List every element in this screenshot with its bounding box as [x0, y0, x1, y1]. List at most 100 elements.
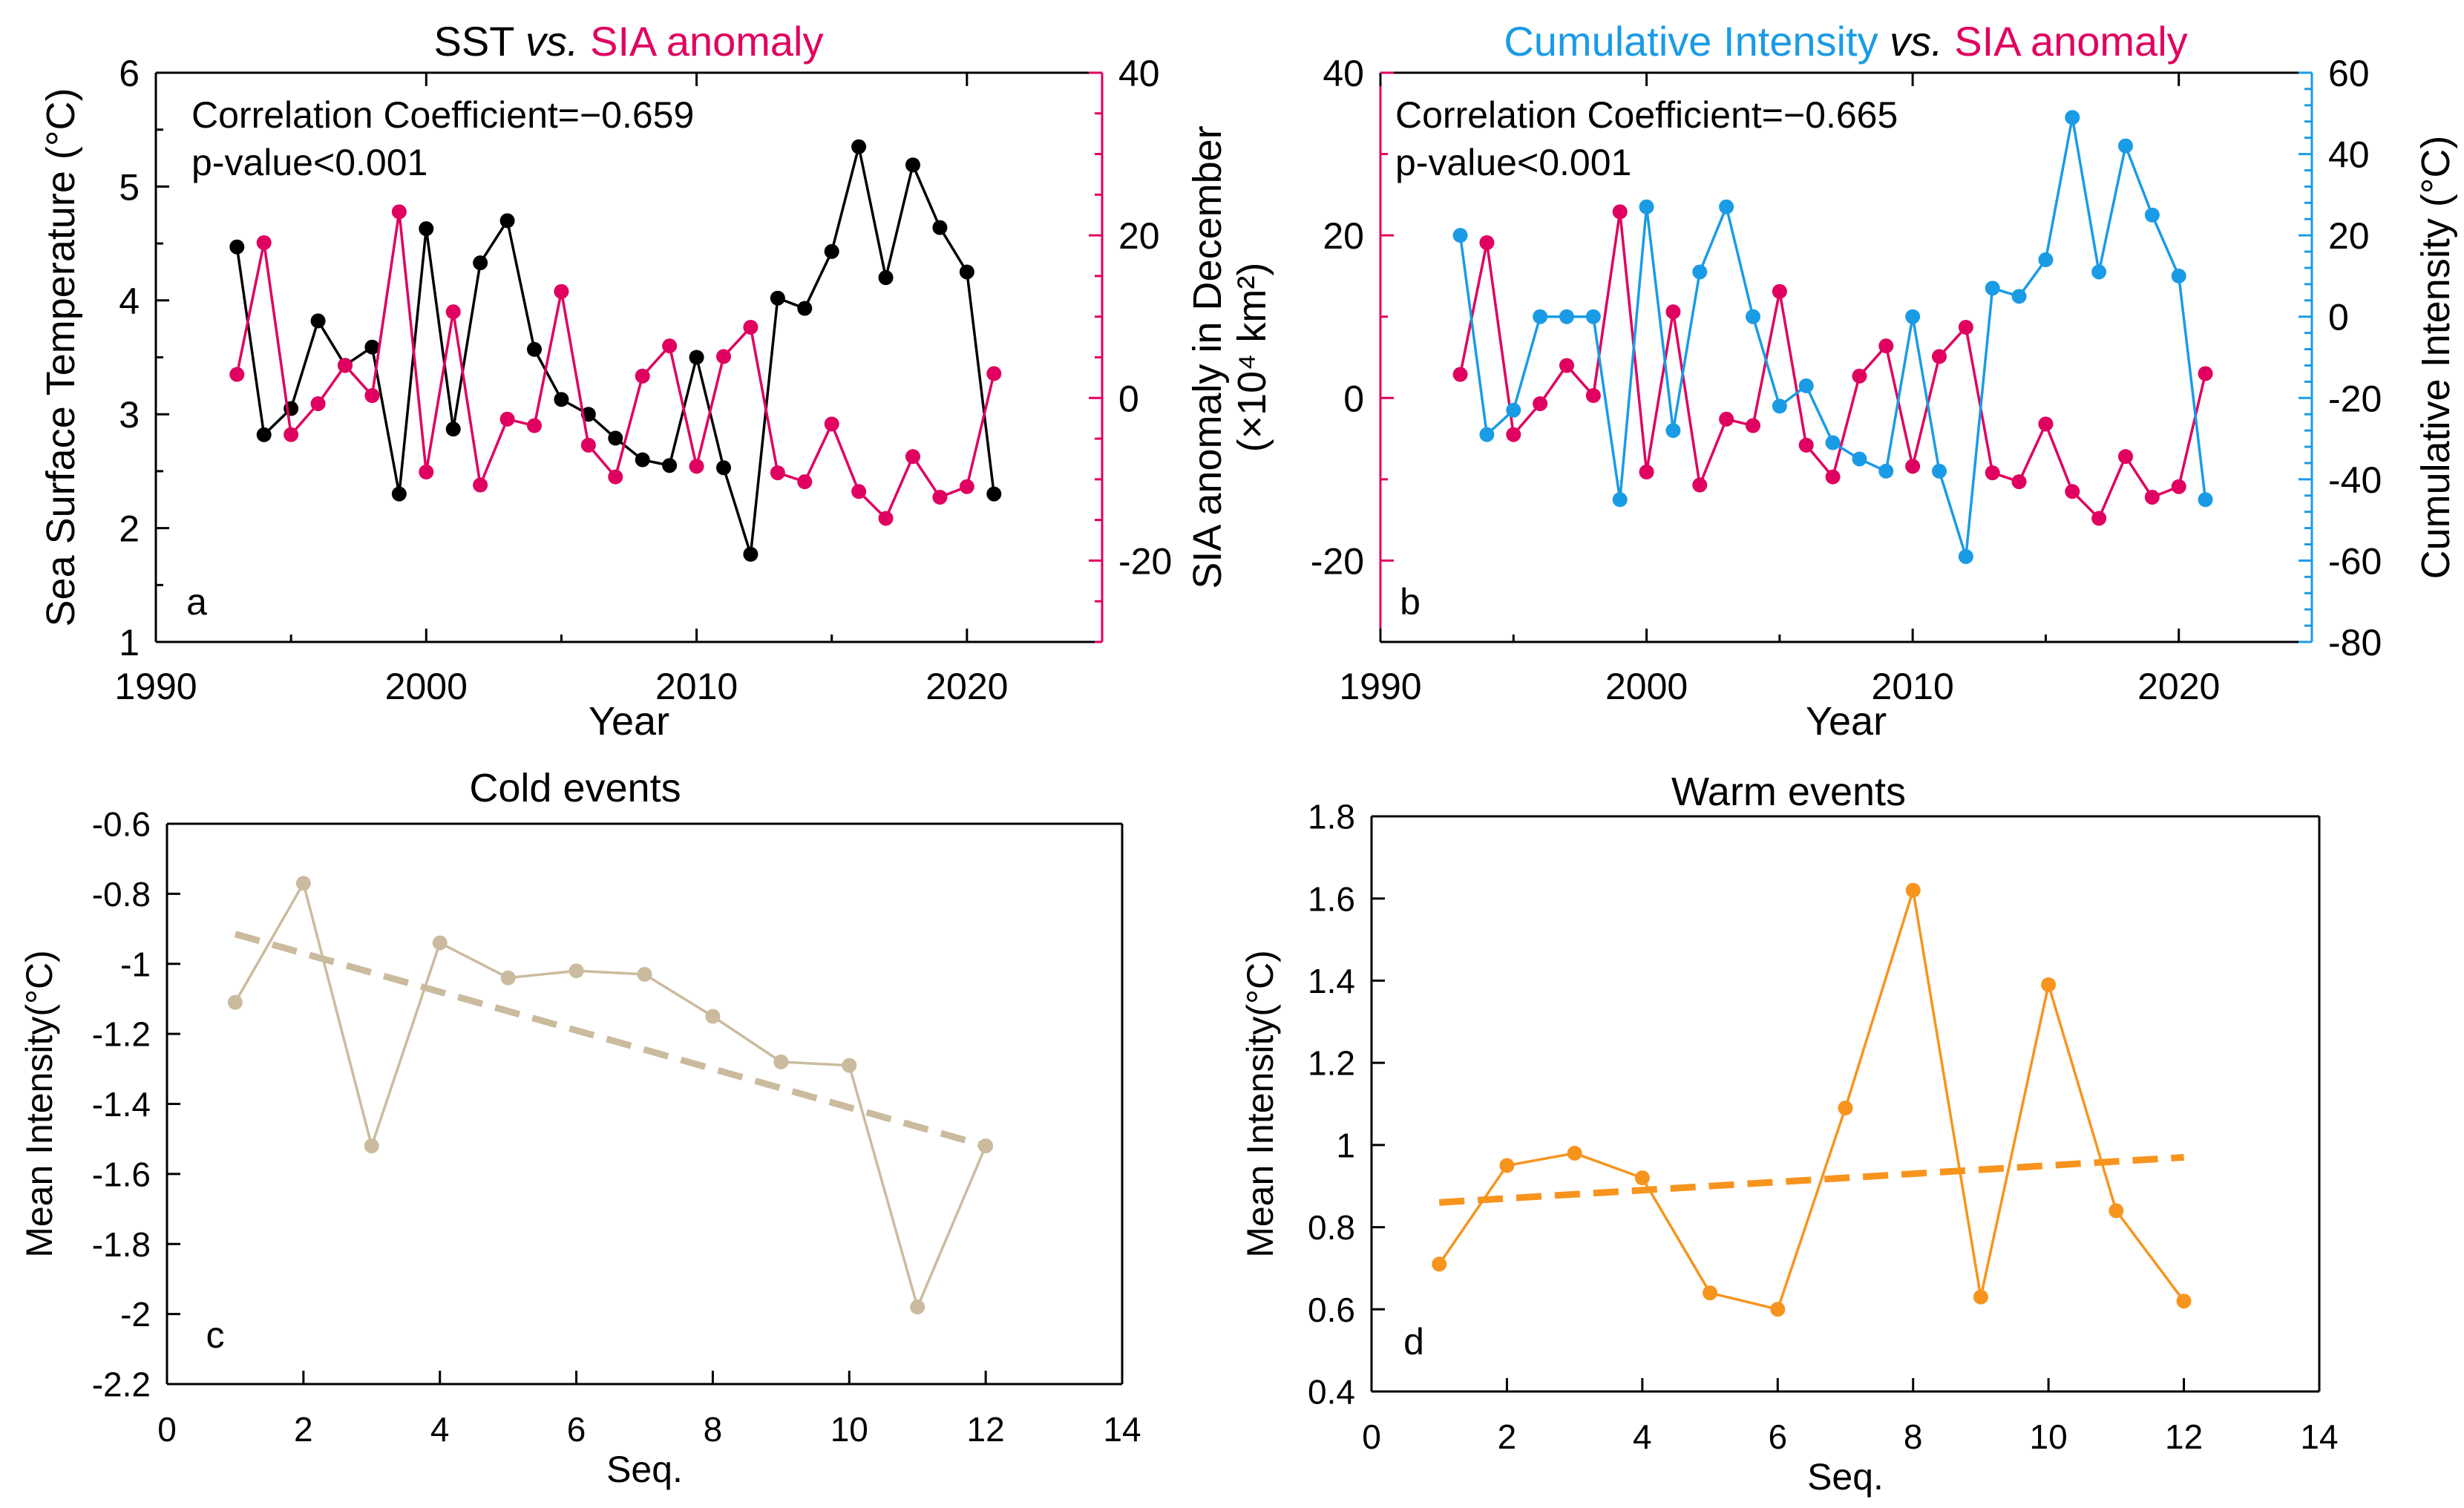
data-point: [391, 486, 407, 502]
data-point: [2171, 268, 2186, 283]
data-point: [1585, 387, 1601, 403]
y-tick-label-left: -1: [120, 945, 151, 983]
x-tick-label: 2020: [2137, 666, 2220, 707]
series-line-cold-events: [234, 879, 987, 1311]
data-point: [770, 290, 785, 306]
data-point: [229, 367, 245, 382]
series-line-warm-events: [1438, 890, 2185, 1311]
data-point: [1499, 1158, 1515, 1173]
data-point: [2109, 1203, 2124, 1219]
data-point: [1878, 463, 1894, 479]
data-point: [1639, 464, 1654, 479]
data-point: [1825, 435, 1841, 450]
x-tick-label: 0: [1362, 1417, 1381, 1456]
data-point: [2065, 484, 2080, 499]
data-point: [770, 465, 785, 481]
data-point: [824, 243, 839, 259]
y-tick-label-left: -1.8: [92, 1225, 151, 1264]
data-point: [743, 546, 758, 562]
data-point: [1567, 1145, 1582, 1161]
x-tick-label: 14: [2300, 1417, 2338, 1456]
x-tick-label: 8: [704, 1410, 723, 1449]
data-point: [773, 1054, 789, 1069]
x-axis-label: Seq.: [1807, 1456, 1884, 1498]
data-point: [1932, 463, 1947, 479]
x-tick-label: 6: [567, 1410, 586, 1449]
x-tick-label: 4: [430, 1410, 450, 1449]
chart-title-part: vs.: [1890, 18, 1943, 65]
data-point: [419, 221, 434, 237]
data-point: [2038, 252, 2054, 268]
y-tick-label-left: 1: [1336, 1126, 1355, 1164]
data-point: [635, 452, 650, 468]
data-point: [364, 387, 380, 403]
x-tick-label: 2010: [1872, 666, 1954, 707]
y-tick-label-left: 3: [119, 394, 140, 436]
chart-panel-b: 1990 2000 2010 2020 Year -20 0 20 40 -80 -60 -40 -20…: [1311, 18, 2458, 744]
panel-label: d: [1403, 1321, 1424, 1363]
data-point: [1452, 228, 1468, 243]
data-point: [391, 204, 407, 220]
y-tick-label-left: 5: [119, 166, 140, 208]
data-point: [851, 484, 867, 499]
y-tick-label-left: 1: [119, 622, 140, 663]
y-tick-label-left: -0.8: [92, 875, 151, 914]
data-point: [2038, 416, 2054, 432]
data-point: [1452, 367, 1468, 382]
data-point: [986, 366, 1002, 381]
data-point: [473, 255, 488, 271]
x-tick-label: 8: [1904, 1417, 1923, 1456]
y-tick-label-left: 0.6: [1308, 1291, 1355, 1329]
data-point: [910, 1299, 925, 1315]
chart-panel-c: 0 2 4 6 8 10 12 14 Seq. -2.2 -2 -1.8 -1.6 -1.4 -1.2 -1 -…: [19, 766, 1141, 1490]
data-point: [1719, 199, 1734, 214]
chart-panel-a: 1990 2000 2010 2020 Year 1 2 3 4 5 6 Sea Surface Te…: [39, 18, 1274, 744]
data-point: [1665, 423, 1681, 439]
data-point: [2118, 449, 2133, 465]
x-tick-label: 12: [2165, 1417, 2203, 1456]
data-point: [256, 427, 272, 442]
data-point: [743, 319, 758, 335]
correlation-annotation: Correlation Coefficient=−0.665: [1395, 94, 1898, 136]
data-point: [1838, 1101, 1853, 1116]
x-axis-label: Year: [1806, 699, 1887, 744]
data-point: [1878, 338, 1894, 354]
y-tick-label-right: 60: [2328, 53, 2370, 94]
y-tick-label-right: -40: [2328, 459, 2382, 501]
data-point: [635, 368, 650, 384]
chart-title: Warm events: [1671, 770, 1906, 814]
y-tick-label-left: -2: [120, 1295, 151, 1334]
data-point: [554, 283, 569, 299]
chart-panel-d: 0 2 4 6 8 10 12 14 Seq. 0.4 0.6 0.8 1 1.2 1.4 1.6 1.8 Mea…: [1239, 770, 2339, 1498]
data-point: [1719, 411, 1734, 427]
data-point: [310, 396, 326, 411]
x-tick-label: 4: [1633, 1417, 1652, 1456]
y-tick-label-left: 6: [119, 53, 140, 94]
y-tick-label-left: 0.8: [1308, 1208, 1355, 1247]
y-tick-label-left: -0.6: [92, 805, 151, 844]
data-point: [499, 213, 515, 229]
data-point: [1905, 882, 1921, 898]
y-tick-label-left: -20: [1311, 540, 1364, 582]
data-point: [500, 970, 516, 986]
chart-title-part: SIA anomaly: [579, 18, 824, 65]
data-point: [473, 477, 488, 493]
data-point: [364, 339, 380, 355]
y-axis-label-left: Mean Intensity(°C): [1239, 950, 1281, 1258]
y-tick-label-left: 1.4: [1308, 962, 1355, 1000]
data-point: [986, 486, 1002, 502]
y-axis-label-left: Mean Intensity(°C): [19, 950, 60, 1258]
data-point: [1852, 451, 1867, 467]
data-point: [1432, 1256, 1447, 1272]
data-point: [1479, 235, 1495, 251]
data-point: [878, 270, 894, 286]
data-point: [1692, 477, 1708, 493]
data-point: [608, 430, 623, 446]
panel-label: b: [1400, 581, 1421, 623]
data-point: [445, 422, 461, 437]
data-point: [2065, 110, 2080, 125]
series-line-sst: [235, 146, 996, 555]
data-point: [797, 301, 813, 316]
data-point: [1958, 319, 1973, 335]
data-point: [580, 437, 596, 453]
